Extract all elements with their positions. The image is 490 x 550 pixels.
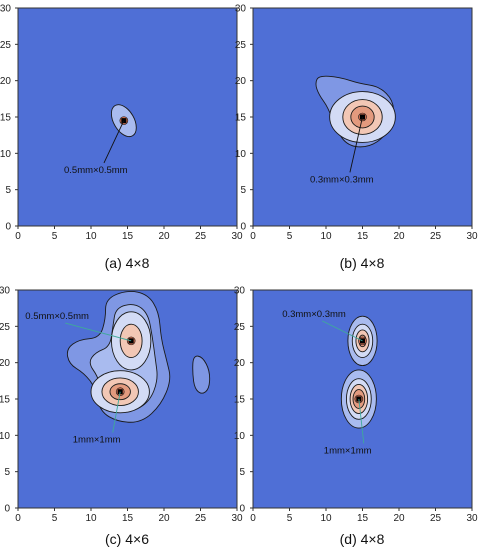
y-tick-label: 5 <box>239 467 245 478</box>
y-tick-label: 5 <box>5 185 11 196</box>
x-tick-label: 30 <box>466 231 478 242</box>
y-tick-label: 10 <box>0 149 11 160</box>
x-tick-label: 15 <box>122 231 134 242</box>
x-tick-label: 20 <box>158 231 170 242</box>
x-tick-label: 25 <box>195 513 207 524</box>
source-label: 1mm×1mm <box>324 446 372 457</box>
source-label: 0.3mm×0.3mm <box>282 309 346 320</box>
x-tick-label: 5 <box>52 231 58 242</box>
x-tick-label: 5 <box>52 513 58 524</box>
y-tick-label: 10 <box>235 149 247 160</box>
x-tick-label: 15 <box>357 513 369 524</box>
x-tick-label: 0 <box>15 231 21 242</box>
x-tick-label: 20 <box>393 231 405 242</box>
y-tick-label: 20 <box>0 76 11 87</box>
source-label: 0.5mm×0.5mm <box>25 311 89 322</box>
y-tick-label: 30 <box>234 286 246 297</box>
x-tick-label: 15 <box>357 231 369 242</box>
x-tick-label: 0 <box>250 231 256 242</box>
panel-caption: (d) 4×8 <box>340 531 385 547</box>
x-tick-label: 30 <box>231 231 243 242</box>
x-tick-label: 10 <box>320 231 332 242</box>
y-tick-label: 5 <box>4 467 10 478</box>
y-tick-label: 0 <box>5 222 11 233</box>
source-label: 0.5mm×0.5mm <box>64 165 128 176</box>
annotation-leader <box>358 398 365 444</box>
x-tick-label: 20 <box>158 513 170 524</box>
x-tick-label: 25 <box>195 231 207 242</box>
x-tick-label: 10 <box>320 513 332 524</box>
annotation-leader <box>349 116 363 173</box>
y-tick-label: 20 <box>0 358 10 369</box>
x-tick-label: 0 <box>250 513 256 524</box>
y-tick-label: 20 <box>234 358 246 369</box>
x-tick-label: 10 <box>85 513 97 524</box>
y-tick-label: 15 <box>0 395 10 406</box>
annotation-leader <box>112 391 121 433</box>
y-tick-label: 25 <box>234 322 246 333</box>
y-tick-label: 5 <box>240 185 246 196</box>
annotation-leader <box>103 120 125 164</box>
y-tick-label: 0 <box>240 222 246 233</box>
y-tick-label: 15 <box>235 113 247 124</box>
y-tick-label: 30 <box>235 4 247 15</box>
x-tick-label: 30 <box>466 513 478 524</box>
panel-caption: (b) 4×8 <box>340 255 385 271</box>
y-tick-label: 0 <box>4 504 10 515</box>
panel-caption: (a) 4×8 <box>105 255 150 271</box>
y-tick-label: 25 <box>0 40 11 51</box>
annotation-leader <box>322 320 363 342</box>
x-tick-label: 5 <box>287 231 293 242</box>
panel-b: 0.3mm×0.3mm 0 5 10 15 20 25 30 0 5 10 15 20 25 30 (b) 4… <box>235 4 478 272</box>
y-tick-label: 30 <box>0 4 11 15</box>
y-tick-label: 30 <box>0 286 10 297</box>
source-label: 0.3mm×0.3mm <box>310 174 374 185</box>
x-tick-label: 25 <box>430 513 442 524</box>
y-tick-label: 20 <box>235 76 247 87</box>
y-tick-label: 25 <box>235 40 247 51</box>
x-tick-label: 0 <box>15 513 21 524</box>
x-tick-label: 25 <box>430 231 442 242</box>
x-tick-label: 10 <box>85 231 97 242</box>
panel-caption: (c) 4×6 <box>105 531 149 547</box>
annotation-leader <box>65 322 132 342</box>
y-tick-label: 15 <box>234 395 246 406</box>
x-tick-label: 5 <box>287 513 293 524</box>
y-tick-label: 15 <box>0 113 11 124</box>
y-tick-label: 10 <box>0 431 10 442</box>
x-tick-label: 20 <box>393 513 405 524</box>
y-tick-label: 10 <box>234 431 246 442</box>
source-label: 1mm×1mm <box>73 435 121 446</box>
y-tick-label: 25 <box>0 322 10 333</box>
y-tick-label: 0 <box>239 504 245 515</box>
x-tick-label: 30 <box>231 513 243 524</box>
contour-region <box>192 355 211 394</box>
x-tick-label: 15 <box>122 513 134 524</box>
